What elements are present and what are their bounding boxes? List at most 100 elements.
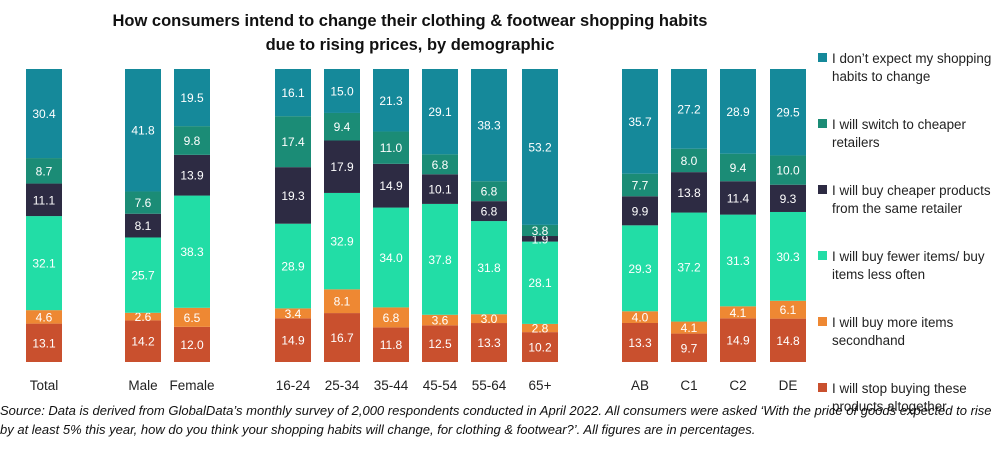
bar-segment xyxy=(522,224,558,237)
data-label: 6.8 xyxy=(481,205,498,219)
data-label: 32.1 xyxy=(32,257,56,271)
bar-segment xyxy=(26,216,62,311)
bar-segment xyxy=(324,112,360,141)
bar-segment xyxy=(671,212,707,322)
category-label: 65+ xyxy=(529,378,552,393)
data-label: 38.3 xyxy=(180,245,204,259)
legend-item: I don’t expect my shopping habits to cha… xyxy=(814,50,1008,116)
data-label: 27.2 xyxy=(677,102,701,116)
legend-label: I will stop buying these products altoge… xyxy=(832,381,967,414)
category-label: Female xyxy=(169,378,214,393)
data-label: 3.6 xyxy=(432,314,449,328)
bar-segment xyxy=(275,167,311,224)
data-label: 7.6 xyxy=(135,196,152,210)
bar-segment xyxy=(275,69,311,117)
bar-segment xyxy=(324,69,360,113)
bar-segment xyxy=(720,153,756,182)
legend-item: I will stop buying these products altoge… xyxy=(814,380,1008,446)
data-label: 29.5 xyxy=(776,106,800,120)
bar-segment xyxy=(471,69,507,182)
bar-segment xyxy=(671,333,707,362)
data-label: 6.8 xyxy=(383,311,400,325)
data-label: 11.0 xyxy=(380,141,403,155)
data-label: 10.1 xyxy=(428,183,452,197)
bar-segment xyxy=(26,158,62,184)
bar-segment xyxy=(26,183,62,217)
data-label: 19.5 xyxy=(180,91,204,105)
category-label: 16-24 xyxy=(276,378,311,393)
source-note: Source: Data is derived from GlobalData’… xyxy=(0,403,992,437)
data-label: 3.8 xyxy=(532,224,549,238)
bar-segment xyxy=(422,154,458,175)
data-label: 16.7 xyxy=(330,331,354,345)
data-label: 7.7 xyxy=(632,178,649,192)
bar-segment xyxy=(422,325,458,362)
data-label: 4.6 xyxy=(36,310,53,324)
data-label: 19.3 xyxy=(281,189,305,203)
bar-segment xyxy=(174,126,210,155)
data-label: 14.9 xyxy=(281,334,305,348)
category-label: AB xyxy=(631,378,649,393)
data-label: 6.8 xyxy=(481,185,498,199)
legend-swatch xyxy=(818,317,827,326)
bar-segment xyxy=(26,323,62,362)
data-label: 35.7 xyxy=(628,115,652,129)
data-label: 6.5 xyxy=(184,311,201,325)
data-label: 21.3 xyxy=(379,94,403,108)
data-label: 29.1 xyxy=(428,105,452,119)
data-label: 41.8 xyxy=(131,124,155,138)
bar-segment xyxy=(471,181,507,202)
data-label: 16.1 xyxy=(281,86,305,100)
category-label: 25-34 xyxy=(325,378,360,393)
bar-segment xyxy=(522,241,558,324)
legend-swatch xyxy=(818,251,827,260)
category-label: 45-54 xyxy=(423,378,458,393)
bar-segment xyxy=(622,225,658,312)
bar-segment xyxy=(720,214,756,307)
bar-segment xyxy=(174,69,210,127)
bar-segment xyxy=(720,69,756,154)
data-label: 14.8 xyxy=(776,334,800,348)
bar-segment xyxy=(373,163,409,208)
bar-segment xyxy=(373,131,409,164)
bar-segment xyxy=(622,322,658,362)
bar-segment xyxy=(671,69,707,149)
data-label: 37.2 xyxy=(677,261,701,275)
category-label: Total xyxy=(30,378,59,393)
bar-segment xyxy=(720,306,756,319)
bar-segment xyxy=(275,308,311,319)
legend-label: I will buy cheaper products from the sam… xyxy=(832,183,991,216)
data-label: 3.0 xyxy=(481,312,498,326)
bar-segment xyxy=(324,313,360,362)
legend-label: I will buy fewer items/ buy items less o… xyxy=(832,249,985,282)
data-label: 13.1 xyxy=(32,336,56,350)
data-label: 17.9 xyxy=(330,160,354,174)
data-label: 25.7 xyxy=(131,269,155,283)
bar-segment xyxy=(174,154,210,196)
bar-segment xyxy=(422,69,458,155)
data-label: 9.3 xyxy=(780,192,797,206)
bar-segment xyxy=(770,184,806,212)
bar-segment xyxy=(671,148,707,173)
bar-segment xyxy=(125,69,161,192)
data-label: 28.1 xyxy=(528,276,552,290)
legend-item: I will buy cheaper products from the sam… xyxy=(814,182,1008,248)
data-label: 11.4 xyxy=(727,191,750,205)
bar-segment xyxy=(125,237,161,313)
bar-segment xyxy=(324,192,360,290)
legend-label: I will switch to cheaper retailers xyxy=(832,117,966,150)
data-label: 34.0 xyxy=(379,251,403,265)
legend-item: I will switch to cheaper retailers xyxy=(814,116,1008,182)
bar-segment xyxy=(324,140,360,193)
data-label: 11.8 xyxy=(380,338,403,352)
data-label: 14.9 xyxy=(379,179,403,193)
bar-segment xyxy=(26,69,62,159)
category-label: 55-64 xyxy=(472,378,507,393)
legend-label: I will buy more items secondhand xyxy=(832,315,954,348)
data-label: 15.0 xyxy=(330,84,354,98)
bar-segment xyxy=(622,196,658,226)
data-label: 6.1 xyxy=(780,303,797,317)
bar-segment xyxy=(422,314,458,326)
data-label: 2.6 xyxy=(135,310,152,324)
bar-segment xyxy=(622,69,658,174)
